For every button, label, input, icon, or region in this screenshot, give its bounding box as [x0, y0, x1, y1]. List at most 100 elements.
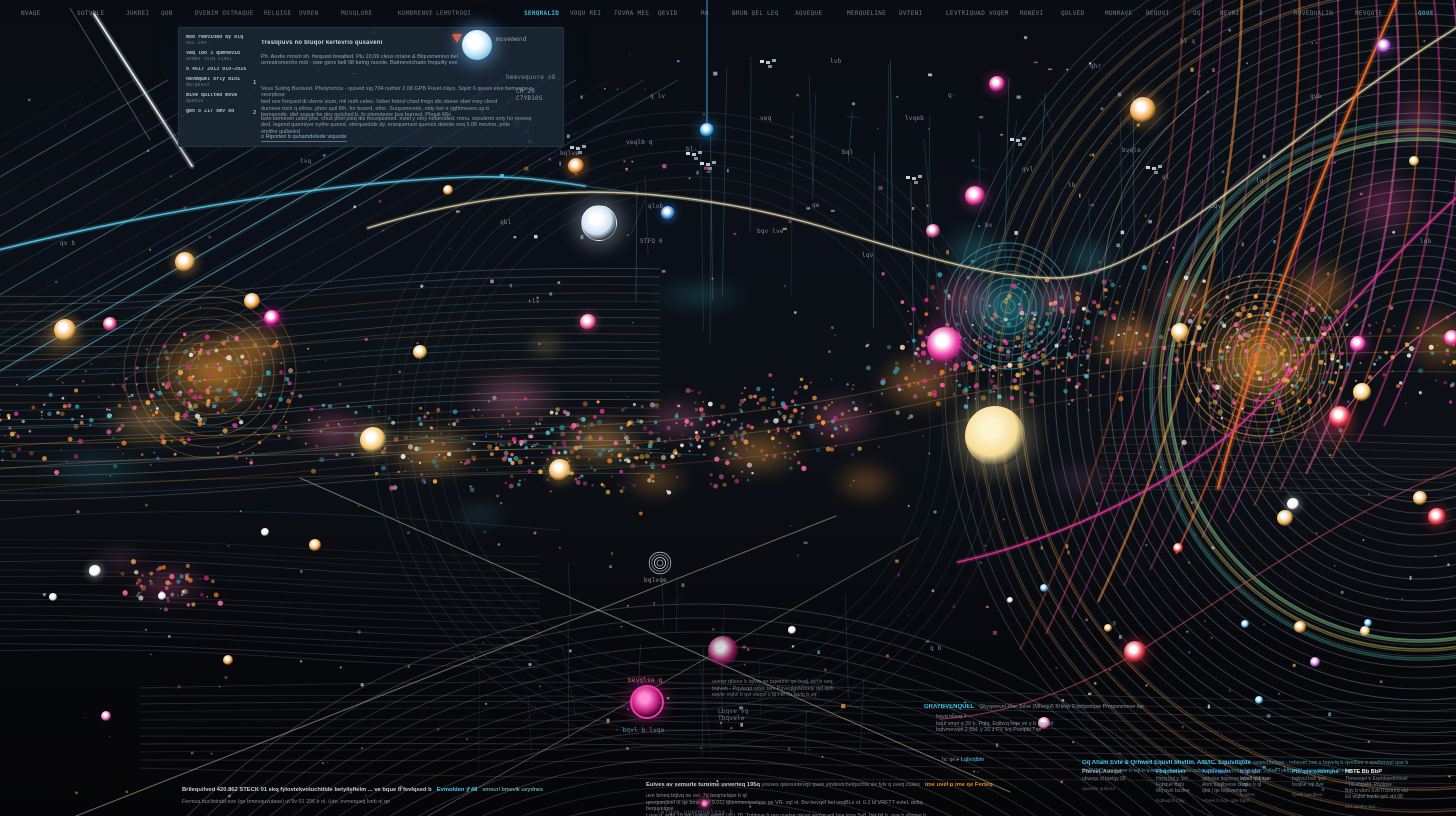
- topbar-item[interactable]: BRUN QEL: [732, 10, 764, 17]
- topbar-item[interactable]: LEMVTROQI: [436, 10, 472, 17]
- node-dot: [1353, 383, 1371, 401]
- topbar-item[interactable]: OVTENI: [899, 10, 923, 17]
- glow-blob: [1045, 225, 1135, 295]
- topbar-item[interactable]: BEQUVI: [1146, 10, 1170, 17]
- node-dot: [965, 406, 1025, 466]
- footer-column-title[interactable]: b ql qbl: [1240, 769, 1260, 775]
- node-dot: [1377, 39, 1391, 53]
- stat-label: gen o 217 omv od: [186, 109, 235, 115]
- footer-column-title[interactable]: Aqblvqwm: [1202, 769, 1231, 775]
- node-dot: [261, 528, 269, 536]
- caption-bl-link[interactable]: Evmolden y 48: [436, 787, 478, 793]
- footer-column-title[interactable]: Phevel, Auvqel: [1082, 769, 1122, 775]
- caption-bm-body: uve bmeq bqlvq se uvl. 7q beqmelqse b ql…: [646, 793, 927, 816]
- mr-tag: hc qe ▸: [942, 756, 961, 763]
- micro-label: bl q: [1180, 38, 1196, 45]
- stat-label: nevmquel orly dini: [186, 77, 241, 83]
- topbar-item[interactable]: RELQIGE: [264, 10, 292, 17]
- node-dot: [1364, 619, 1372, 627]
- ring-circle-label: bevqlse q: [628, 677, 663, 684]
- node-dot: [661, 206, 675, 220]
- node-dot: [1241, 620, 1249, 628]
- caption-bl-link2[interactable]: smeurl bmevik uvydnes: [482, 787, 544, 793]
- topbar-item[interactable]: QOLVED: [1061, 10, 1085, 17]
- node-dot: [360, 427, 386, 453]
- node-dot: [965, 186, 985, 206]
- footer-line2: BqFVEQs ve y ove b vql b qvelse b qve bm…: [1082, 768, 1352, 774]
- topbar-item[interactable]: MEVQOTE: [1355, 10, 1383, 17]
- panel-side-note: hemvequore o8: [506, 74, 556, 81]
- mid-right-annotation: GRAYBVENQUEL Qhyqwevel Phe Julve (Mhequl…: [924, 693, 1144, 765]
- panel-report-link[interactable]: o Riporteri b quhamdelede viquode: [261, 134, 347, 142]
- micro-label: lqb: [1420, 238, 1432, 245]
- hud-blocks-icon: [906, 176, 910, 179]
- topbar-item[interactable]: VOQU REI: [570, 10, 602, 17]
- topbar-item[interactable]: NVAQE: [21, 10, 41, 17]
- topbar-item[interactable]: SOTVRLE: [77, 10, 105, 17]
- glow-blob: [817, 452, 913, 512]
- footer-column: HBTE Bb BbP Tbmevqel b Eqvblqvelbmvel ° T…: [1345, 769, 1437, 811]
- caption-bm-line1: Eulves av semurle turnime uvverteq 195q: [646, 782, 762, 788]
- micro-label: veq: [760, 115, 772, 122]
- topbar-item[interactable]: DVENIM OSTRAQUE: [195, 10, 254, 17]
- footer-column-body: qebvise bqsvese wbell qbl bve Abm buqlbv…: [1202, 775, 1270, 794]
- micro-label: lvb: [830, 58, 842, 65]
- footer-column-title[interactable]: Pbl qve ovbmqne: [1292, 769, 1339, 775]
- node-dot: [54, 319, 76, 341]
- footer-column-body: bqbvul bvb que bvqlse vql bve: [1292, 775, 1326, 788]
- micro-label: lqv: [862, 252, 874, 259]
- node-dot: [1173, 543, 1183, 553]
- footer-column-footnote: lv qbse: [1240, 793, 1256, 798]
- blue-tag-label: ◦ bqvl b lvqe: [615, 727, 665, 734]
- topbar-item[interactable]: MERQUELINE: [847, 10, 887, 17]
- glow-blob: [515, 327, 575, 363]
- topbar-item[interactable]: RO: [701, 10, 709, 17]
- micro-label: qvl: [1022, 166, 1034, 173]
- hud-blocks-icon: [686, 152, 690, 155]
- footer-column-body: bqvul bvb que lvqse b ql: [1240, 775, 1272, 788]
- stat-row: veq lbo 3 qumnevio unmev rolq vinel: [186, 51, 252, 62]
- topbar-item[interactable]: XOVEQUE: [795, 10, 823, 17]
- node-dot: [1294, 621, 1306, 633]
- node-dot: [989, 76, 1005, 92]
- mr-tag-link[interactable]: Lqbvqlbte: [960, 756, 985, 763]
- topbar-item[interactable]: JUKREI: [126, 10, 150, 17]
- topbar-item[interactable]: NEVRI: [1220, 10, 1240, 17]
- stat-row: o 4617 2013 019-2016: [186, 67, 252, 73]
- caption-bm-link[interactable]: ime uvel p ime qe Ferteq: [925, 782, 993, 788]
- topbar-item[interactable]: RONEVI: [1020, 10, 1044, 17]
- topbar-item[interactable]: KOMBRENVE: [398, 10, 434, 17]
- node-dot: [1104, 624, 1112, 632]
- node-dot: [568, 158, 584, 174]
- topbar-item[interactable]: QEVID: [658, 10, 678, 17]
- node-dot: [708, 636, 738, 666]
- micro-label: bqv: [1210, 203, 1222, 210]
- footer-column-body: Herq bql y. bvl Fqbque Bsbi Mq ovel buvi…: [1156, 775, 1190, 794]
- mr-chip[interactable]: GRAYBVENQUEL: [924, 704, 975, 710]
- node-dot: [1007, 597, 1013, 603]
- node-dot: [700, 123, 714, 137]
- topbar-item[interactable]: OQ: [1193, 10, 1201, 17]
- micro-label: STFQ 0: [640, 238, 663, 245]
- topbar-item[interactable]: SENQRALID: [524, 10, 560, 17]
- topbar-item[interactable]: ROVEQUALIN: [1294, 10, 1334, 17]
- footer-column-title[interactable]: Fbqchelver: [1156, 769, 1186, 775]
- topbar-item[interactable]: LEQ: [767, 10, 779, 17]
- info-panel: mod remvined by olq ovi 204 - veq lbo 3 qu…: [178, 27, 564, 147]
- topbar-item[interactable]: QOVE: [1418, 10, 1434, 17]
- topbar-item[interactable]: MONRAVE: [1105, 10, 1133, 17]
- topbar-item[interactable]: OVREN: [299, 10, 319, 17]
- topbar-item[interactable]: LEVTRIQUAD VOQEM: [946, 10, 1009, 17]
- footer-column-title[interactable]: HBTE Bb BbP: [1345, 769, 1382, 775]
- stat-row: mod remvined by olq ovi 204 -: [186, 35, 252, 46]
- stat-value: unmev rolq vinel: [186, 56, 233, 62]
- topbar-item[interactable]: TOVRA MES: [614, 10, 650, 17]
- pink-dot-icon: [701, 800, 708, 807]
- topbar-item[interactable]: QOB: [161, 10, 173, 17]
- topbar-item[interactable]: X: [1259, 10, 1263, 17]
- node-dot: [413, 345, 427, 359]
- topbar-item[interactable]: MUVQLORE: [341, 10, 373, 17]
- stat-value: quenio -: [186, 99, 210, 105]
- footer-column: Phevel, Auvqel ubvequ ol brelqy 08 quevill…: [1082, 769, 1148, 792]
- panel-divider-mark: ..: [351, 70, 358, 76]
